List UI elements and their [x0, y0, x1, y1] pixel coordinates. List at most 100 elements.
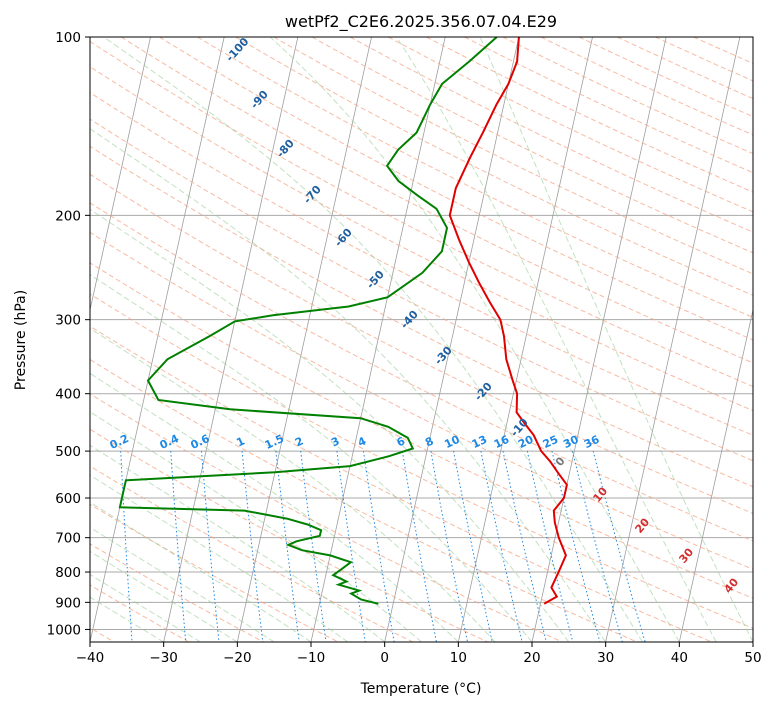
mixing-ratio-line	[201, 451, 220, 642]
dry-adiabat-line	[90, 543, 264, 642]
moist-adiabat-line	[90, 208, 570, 642]
dry-adiabat-line	[349, 37, 753, 233]
dry-adiabat-line	[90, 393, 563, 642]
dry-adiabat-line	[90, 293, 753, 629]
moist-adiabat-line	[90, 327, 496, 642]
y-tick-label: 200	[55, 208, 81, 224]
isotherm-line	[531, 37, 667, 642]
mixing-ratio-label: 1.5	[263, 432, 286, 452]
isotherm-line	[236, 37, 372, 642]
isotherm-line	[457, 37, 593, 642]
dry-adiabat-label: -70	[301, 183, 324, 207]
mixing-ratio-line	[275, 451, 300, 642]
dry-adiabat-line	[426, 37, 753, 193]
isotherm-line	[90, 37, 151, 312]
mixing-ratio-line	[453, 451, 493, 642]
moist-adiabat-line	[90, 474, 349, 642]
dry-adiabat-line	[197, 37, 753, 318]
x-tick-label: 10	[450, 650, 467, 666]
dry-adiabat-line	[159, 37, 753, 341]
dry-adiabat-line	[90, 40, 753, 388]
moist-adiabat-line	[90, 526, 275, 642]
mixing-ratio-line	[430, 451, 468, 642]
mixing-ratio-label: 0.2	[108, 432, 131, 452]
dry-adiabat-line	[90, 428, 488, 642]
y-tick-label: 800	[55, 565, 81, 581]
x-tick-label: 0	[380, 650, 389, 666]
mixing-ratio-line	[363, 451, 395, 642]
dry-adiabat-label: -30	[432, 344, 455, 368]
mixing-ratio-line	[401, 451, 437, 642]
x-tick-label: 50	[744, 650, 761, 666]
x-tick-label: 20	[523, 650, 540, 666]
moist-adiabat-label: 30	[676, 545, 696, 565]
dry-adiabat-line	[90, 145, 753, 488]
dry-adiabat-label: -90	[248, 88, 271, 112]
dry-adiabat-line	[120, 37, 753, 364]
dry-adiabat-line	[90, 231, 753, 570]
isotherm-line	[0, 37, 3, 642]
y-tick-label: 300	[55, 313, 81, 329]
x-tick-label: −10	[297, 650, 326, 666]
mixing-ratio-line	[502, 450, 547, 642]
dry-adiabat-line	[90, 173, 753, 515]
mixing-ratio-label: 0.4	[158, 432, 181, 452]
y-axis-ticks: 100 200 300 400 500 600 700 800 900 1000	[47, 30, 90, 638]
y-tick-label: 500	[55, 444, 81, 460]
mixing-ratio-line	[170, 451, 187, 642]
moist-adiabat-line	[269, 37, 680, 642]
dry-adiabat-line	[90, 325, 712, 642]
x-axis-ticks: −40 −30 −20 −10 0 10 20 30 40 50	[76, 642, 762, 666]
y-axis-label: Pressure (hPa)	[13, 290, 29, 390]
y-tick-label: 900	[55, 595, 81, 611]
isotherm-line	[384, 37, 520, 642]
moist-adiabat-line	[396, 37, 717, 642]
moist-adiabat-line	[90, 128, 607, 642]
dry-adiabat-line	[90, 465, 414, 642]
dry-adiabat-line	[90, 66, 753, 412]
moist-adiabat-label: 0	[553, 454, 568, 468]
mixing-ratio-label: 13	[470, 433, 489, 451]
mixing-ratio-label: 20	[516, 433, 536, 451]
isotherm-line	[678, 308, 753, 642]
mixing-ratio-label: 1	[234, 434, 246, 449]
moist-adiabat-line	[90, 372, 459, 642]
dry-adiabat-line	[578, 37, 753, 118]
dry-adiabat-line	[90, 118, 753, 462]
x-tick-label: −20	[223, 650, 252, 666]
mixing-ratio-line	[120, 451, 133, 642]
x-tick-label: 30	[597, 650, 614, 666]
dry-adiabat-line	[90, 358, 638, 642]
mixing-ratio-line	[551, 450, 601, 642]
mixing-ratio-label: 30	[561, 433, 581, 451]
y-tick-label: 400	[55, 387, 81, 403]
plot-frame	[89, 36, 754, 643]
moist-adiabat-line	[103, 37, 643, 642]
mixing-ratio-label: 8	[423, 434, 435, 449]
isotherm-line	[752, 640, 753, 642]
dry-adiabat-label: -40	[398, 308, 421, 332]
dry-adiabat-label: -50	[364, 268, 387, 292]
mixing-ratio-label: 36	[582, 433, 602, 451]
isotherm-line	[163, 37, 299, 642]
x-tick-label: 40	[671, 650, 688, 666]
moist-adiabat-line	[90, 274, 533, 642]
dry-adiabat-line	[311, 37, 753, 254]
mixing-ratio-label: 10	[442, 433, 462, 451]
dry-adiabat-line	[90, 202, 753, 542]
mixing-ratio-line	[526, 450, 574, 642]
profile-lines	[118, 37, 568, 605]
y-tick-label: 100	[55, 30, 81, 46]
mixing-ratio-label: 2	[293, 434, 305, 449]
mixing-ratio-label: 25	[541, 433, 560, 451]
mixing-ratio-line	[336, 451, 366, 642]
x-axis-label: Temperature (°C)	[360, 681, 482, 697]
dewpoint-line	[118, 37, 498, 605]
dry-adiabat-label: -100	[223, 35, 251, 64]
mixing-ratio-line	[241, 451, 264, 642]
dry-adiabat-line	[464, 37, 753, 174]
moist-adiabat-label: 10	[590, 484, 610, 504]
x-tick-label: −30	[149, 650, 178, 666]
mixing-ratio-label: 16	[492, 433, 512, 451]
